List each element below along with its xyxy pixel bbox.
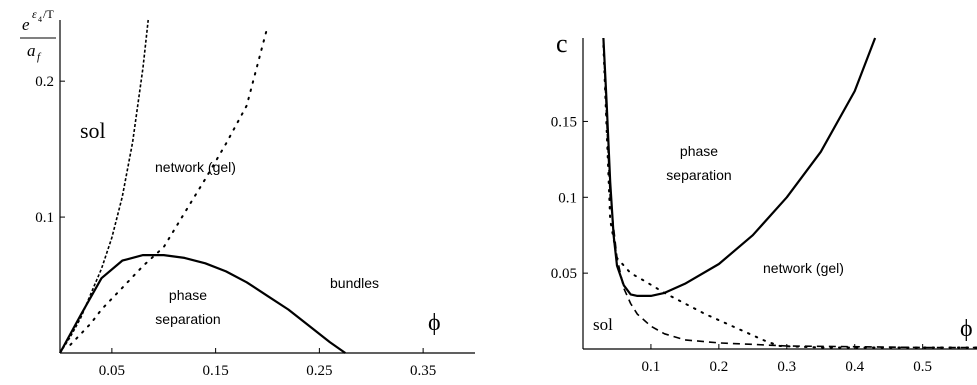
- right-ticks: 0.1 0.2 0.3 0.4 0.5 0.05 0.1 0.15: [551, 114, 932, 375]
- right-x-tick-label: 0.5: [913, 359, 932, 375]
- left-x-tick-label: 0.15: [203, 363, 229, 379]
- left-annotation-bundles: bundles: [330, 275, 379, 291]
- left-y-tick-label: 0.2: [35, 74, 54, 90]
- left-y-axis-label: e ε 4 /T a f: [20, 7, 56, 63]
- right-annotation-phase: phase: [680, 143, 718, 159]
- left-y-tick-label: 0.1: [35, 210, 54, 226]
- ylabel-base: e: [22, 15, 30, 34]
- right-x-tick-label: 0.2: [709, 359, 728, 375]
- ylabel-exp-sym: ε: [32, 7, 37, 21]
- left-series-line-dotted: [69, 25, 269, 346]
- right-x-axis-label: ϕ: [960, 316, 973, 342]
- left-annotation-network: network (gel): [155, 159, 236, 175]
- right-annotation-separation: separation: [666, 167, 731, 183]
- right-series-line-dotted: [602, 44, 977, 349]
- left-ticks: 0.05 0.15 0.25 0.35 0.1 0.2: [35, 74, 436, 379]
- right-y-tick-label: 0.05: [551, 266, 577, 282]
- right-x-tick-label: 0.4: [845, 359, 864, 375]
- left-axes: [59, 20, 475, 354]
- right-y-tick-label: 0.1: [558, 190, 577, 206]
- right-annotation-sol: sol: [593, 315, 613, 334]
- left-chart: 0.05 0.15 0.25 0.35 0.1 0.2 e ε 4 /T a f ϕ so…: [20, 7, 475, 379]
- left-series: [59, 19, 346, 354]
- right-series: [602, 37, 977, 349]
- right-axes: [582, 38, 977, 350]
- ylabel-exp-tail: /T: [43, 7, 54, 21]
- right-series-line-dashed: [602, 37, 977, 349]
- left-x-axis-label: ϕ: [428, 310, 441, 336]
- right-chart: 0.1 0.2 0.3 0.4 0.5 0.05 0.1 0.15 c ϕ phase sep…: [551, 29, 977, 375]
- right-y-axis-label: c: [556, 29, 568, 58]
- ylabel-exp-sub: 4: [38, 15, 42, 24]
- left-annotation-sol: sol: [80, 118, 106, 143]
- right-x-tick-label: 0.3: [777, 359, 796, 375]
- ylabel-denom-base: a: [27, 41, 36, 60]
- left-annotation-separation: separation: [155, 311, 220, 327]
- right-x-tick-label: 0.1: [642, 359, 661, 375]
- left-series-line-short-dashed: [59, 19, 149, 354]
- right-annotation-network: network (gel): [763, 260, 844, 276]
- right-y-tick-label: 0.15: [551, 114, 577, 130]
- ylabel-denom-sub: f: [37, 51, 42, 63]
- left-series-line-solid: [59, 254, 346, 354]
- right-series-line-solid: [602, 37, 877, 297]
- left-x-tick-label: 0.35: [410, 363, 436, 379]
- left-x-tick-label: 0.05: [99, 363, 125, 379]
- left-x-tick-label: 0.25: [306, 363, 332, 379]
- left-annotation-phase: phase: [169, 287, 207, 303]
